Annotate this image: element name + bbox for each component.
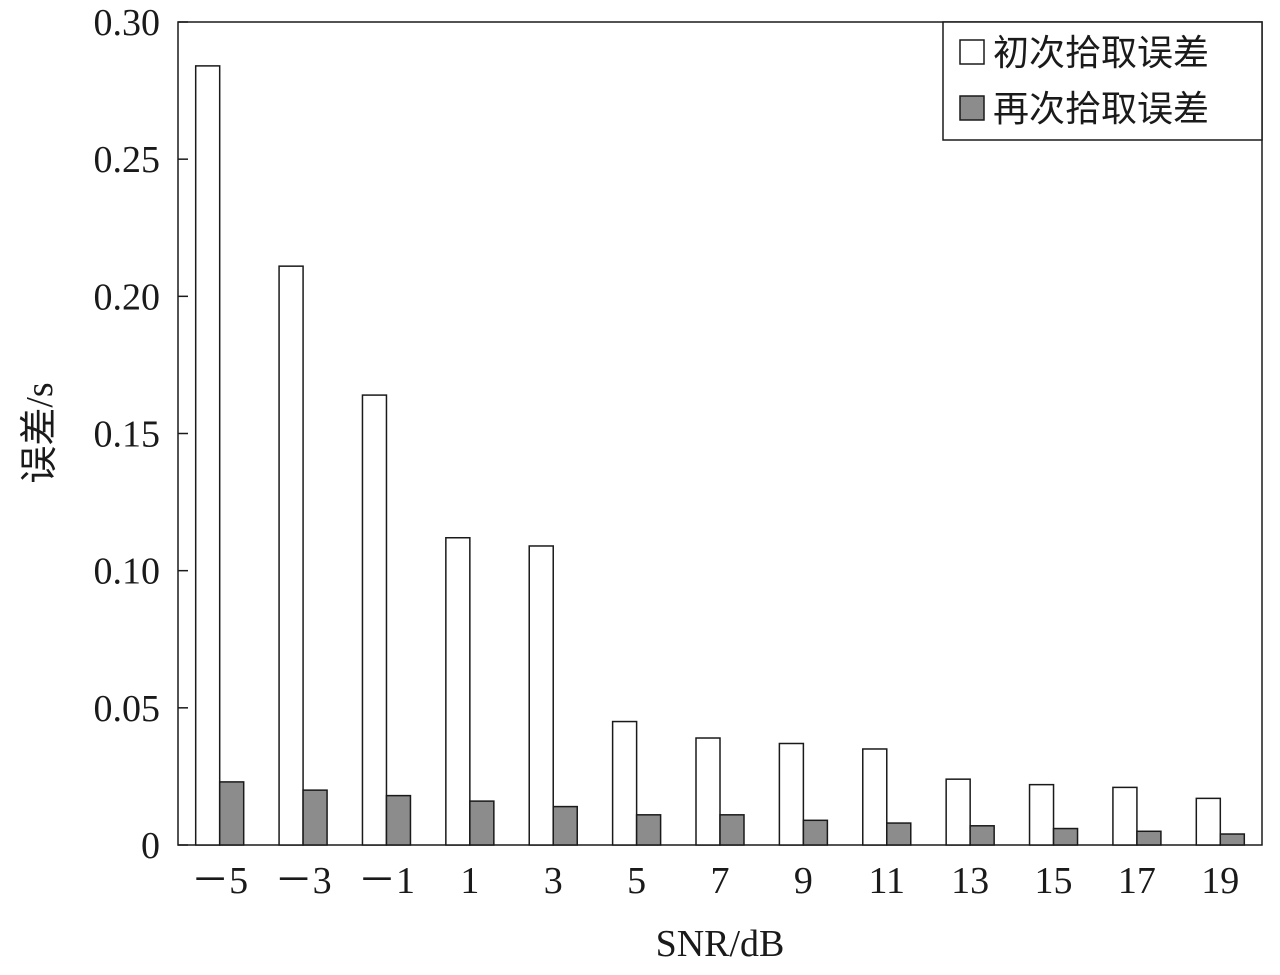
bar-initial-error [194,65,221,846]
bar-initial-error [945,778,971,846]
bar-initial-error [361,394,388,846]
bar-repick-error [719,814,745,846]
x-tick-label: －5 [191,860,248,902]
legend-label: 初次拾取误差 [993,33,1209,73]
x-axis-title: SNR/dB [656,923,785,965]
x-tick-label: －1 [358,860,415,902]
x-tick-label: 13 [951,860,989,902]
x-tick-label: 1 [460,860,479,902]
bar-repick-error [218,781,245,846]
bar-repick-error [886,822,912,846]
bar-repick-error [1219,833,1246,846]
x-tick-label: 17 [1118,860,1156,902]
x-tick-label: 5 [627,860,646,902]
bar-repick-error [635,814,662,846]
x-tick-label: 11 [868,860,905,902]
y-axis-title: 误差/s [19,382,61,483]
x-tick-label: 9 [794,860,813,902]
legend-box [942,21,1263,141]
x-tick-label: －3 [275,860,332,902]
x-tick-label: 15 [1035,860,1073,902]
y-tick-label: 0.10 [94,551,161,593]
bar-repick-error [469,800,495,846]
y-tick-label: 0.15 [94,414,161,456]
x-tick-label: 7 [711,860,730,902]
x-tick-label: 19 [1201,860,1239,902]
bar-initial-error [1028,783,1055,846]
bar-initial-error [1195,797,1222,846]
x-axis: －5 －3 －1 1 3 5 7 9 11 13 15 17 19 [191,860,1239,902]
plot-border [177,21,1263,846]
plot-frame [177,21,1263,846]
bar-repick-error [552,805,578,846]
bar-initial-error [778,742,805,846]
bar-initial-error [695,737,721,846]
bar-initial-error [445,536,471,846]
bar-initial-error [528,545,554,846]
bar-initial-error [278,265,304,846]
y-tick-label: 0 [141,825,160,867]
bar-repick-error [1136,830,1162,846]
bar-repick-error [302,789,328,846]
bar-initial-error [1112,786,1138,846]
bar-repick-error [969,825,995,846]
y-tick-label: 0.05 [94,688,161,730]
bar-repick-error [802,819,829,846]
bar-repick-error [385,794,412,846]
legend-swatch [959,95,985,121]
y-axis: 0 0.05 0.10 0.15 0.20 0.25 0.30 [94,2,188,867]
bar-repick-error [1052,827,1079,846]
bars [194,65,1246,846]
bar-initial-error [611,720,638,846]
legend-swatch [959,39,985,65]
x-tick-label: 3 [544,860,563,902]
y-tick-label: 0.25 [94,139,161,181]
bar-initial-error [862,748,888,846]
y-tick-label: 0.20 [94,276,161,318]
y-tick-label: 0.30 [94,2,161,44]
legend-label: 再次拾取误差 [993,89,1209,129]
